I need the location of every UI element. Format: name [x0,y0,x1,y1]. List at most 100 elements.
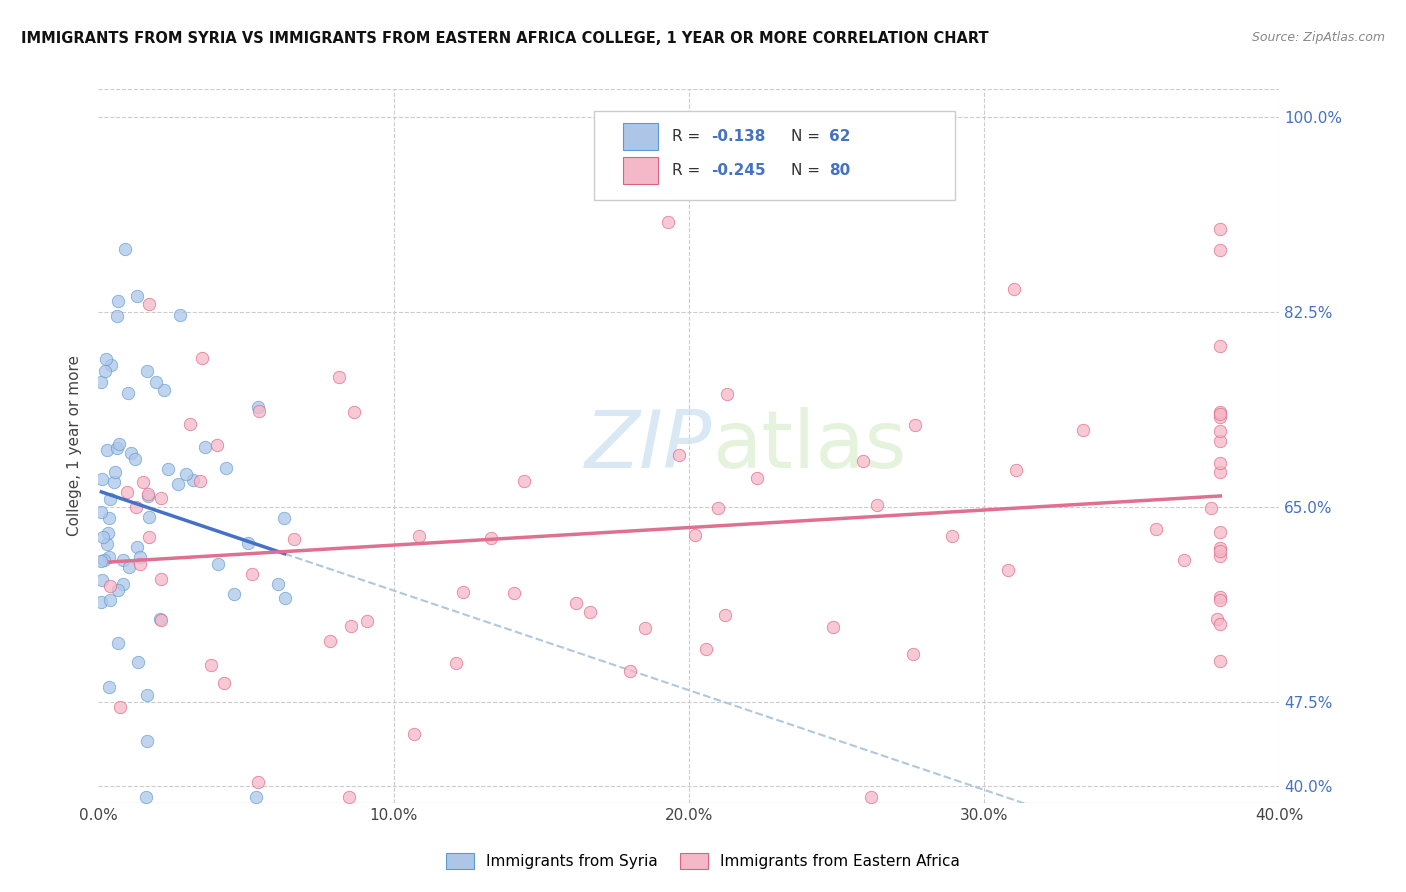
Point [107,293,129,308]
Point [114,242,136,256]
Point [1209,654,1232,668]
Point [108,436,131,450]
Point [107,636,129,650]
Text: 62: 62 [830,128,851,144]
Point [565,596,588,610]
Point [98,593,121,607]
Point [191,351,214,365]
Text: N =: N = [790,163,824,178]
Point [138,296,160,310]
Text: -0.138: -0.138 [711,128,766,144]
Point [716,387,738,401]
Point [183,473,205,487]
Point [619,664,641,678]
Point [246,774,269,789]
Point [138,510,160,524]
Point [97,525,120,540]
Point [479,531,502,545]
Point [866,499,889,513]
Point [150,572,173,586]
Point [188,475,211,489]
Point [707,501,730,516]
Point [93,553,115,567]
Point [132,475,155,490]
Point [860,790,883,805]
Point [98,511,121,525]
Text: ZIP: ZIP [585,407,713,485]
Point [127,656,149,670]
Point [149,491,172,505]
Point [117,385,139,400]
FancyBboxPatch shape [623,157,658,184]
Point [96,537,118,551]
Point [91,472,114,486]
Point [96,442,118,457]
Text: R =: R = [672,128,706,144]
Point [145,375,167,389]
Point [1206,612,1229,626]
Point [94,364,117,378]
Point [451,585,474,599]
Point [104,466,127,480]
Point [273,510,295,524]
Point [513,474,536,488]
Point [1209,593,1232,607]
Point [108,700,131,714]
FancyBboxPatch shape [623,123,658,150]
Point [1209,410,1232,425]
Point [713,608,735,623]
Point [129,549,152,564]
Point [273,591,295,605]
Point [207,557,229,571]
Point [695,642,717,657]
Point [266,576,288,591]
Point [136,489,159,503]
Text: atlas: atlas [713,407,907,485]
Text: N =: N = [790,128,824,144]
Point [1209,541,1232,556]
Point [745,470,768,484]
Point [194,440,217,454]
Point [117,485,139,500]
Point [245,790,267,805]
Point [1209,543,1232,558]
Point [93,530,115,544]
Point [179,417,201,431]
Point [356,614,378,628]
Point [90,595,112,609]
Point [111,576,134,591]
Point [997,563,1019,577]
Point [125,500,148,514]
Point [96,352,118,367]
Point [1144,522,1167,536]
Point [941,528,963,542]
Point [166,476,188,491]
Point [446,656,468,670]
Point [90,574,112,588]
Point [200,657,222,672]
Point [157,462,180,476]
Point [1209,424,1232,438]
Point [1209,244,1232,258]
Point [247,401,270,415]
Y-axis label: College, 1 year or more: College, 1 year or more [67,356,83,536]
Point [408,529,430,543]
Point [340,618,363,632]
Text: 80: 80 [830,163,851,178]
Point [634,621,657,635]
Point [98,681,121,695]
Point [90,554,112,568]
Point [503,586,526,600]
Point [105,310,128,324]
Point [852,454,875,468]
Point [205,438,228,452]
Point [283,532,305,546]
Point [1209,434,1232,449]
Point [135,790,157,805]
Point [578,605,600,619]
Point [1002,282,1025,296]
Point [821,620,844,634]
Point [657,214,679,228]
Point [901,648,924,662]
Point [135,688,157,702]
